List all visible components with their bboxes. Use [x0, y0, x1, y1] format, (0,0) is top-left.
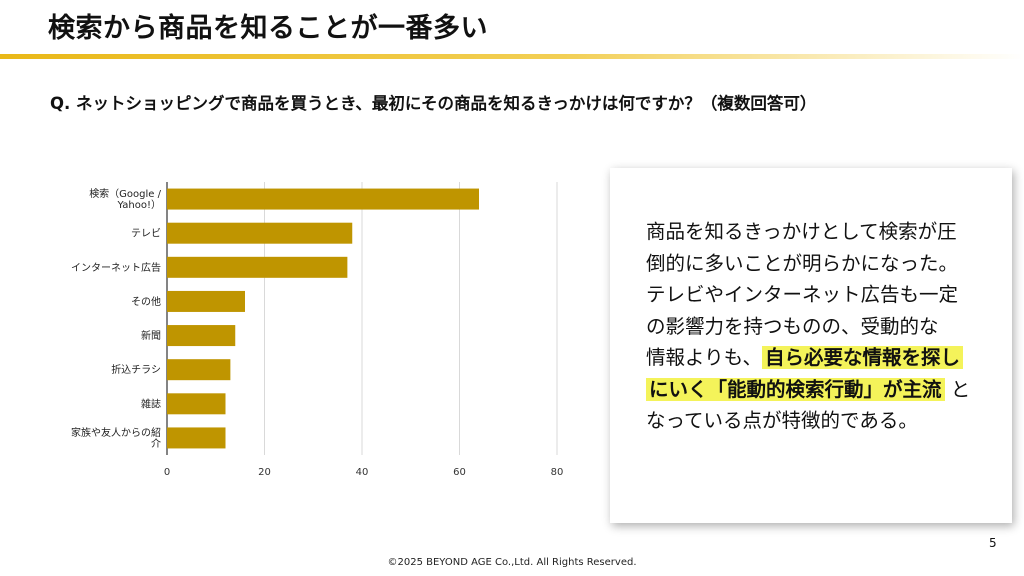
summary-line-6: と — [944, 377, 971, 401]
x-tick-label: 20 — [258, 467, 271, 478]
bar — [167, 290, 245, 312]
category-label-line: 新聞 — [141, 329, 161, 342]
category-label-line: Yahoo!） — [117, 199, 161, 211]
x-tick-label: 0 — [164, 467, 170, 478]
summary-line-1: 商品を知るきっかけとして検索が圧 — [646, 220, 957, 243]
summary-line-3: テレビやインターネット広告も一定 — [646, 283, 959, 306]
category-label: その他 — [131, 295, 161, 308]
bar — [167, 427, 226, 449]
category-label: 検索（Google / Yahoo!） — [89, 187, 161, 211]
summary-line-7: なっている点が特徴的である。 — [646, 409, 918, 432]
slide-title: 検索から商品を知ることが一番多い — [48, 13, 488, 44]
bar — [167, 188, 479, 210]
category-label-line: 家族や友人からの紹 — [71, 426, 161, 439]
category-label-line: 雑誌 — [141, 397, 161, 410]
category-label-line: テレビ — [131, 228, 161, 240]
title-underline-bar — [0, 54, 1024, 59]
summary-line-2: 倒的に多いことが明らかになった。 — [646, 251, 959, 275]
summary-line-4: の影響力を持つものの、受動的な — [646, 314, 939, 338]
category-label-line: その他 — [131, 295, 161, 308]
page-number: 5 — [989, 536, 997, 550]
x-tick-label: 80 — [551, 467, 564, 478]
summary-line-5: 情報よりも、 — [646, 346, 763, 369]
bar — [167, 222, 353, 244]
summary-text: 商品を知るきっかけとして検索が圧 倒的に多いことが明らかになった。 テレビやイン… — [646, 216, 986, 437]
bar — [167, 325, 236, 347]
category-label: 家族や友人からの紹介 — [71, 426, 161, 450]
category-label: インターネット広告 — [71, 261, 161, 274]
survey-question: Q. ネットショッピングで商品を買うとき、最初にその商品を知るきっかけは何ですか… — [50, 94, 817, 113]
category-label: テレビ — [131, 228, 161, 240]
bar — [167, 256, 348, 278]
summary-highlight-2: にいく「能動的検索行動」が主流 — [646, 377, 945, 401]
category-label: 雑誌 — [141, 397, 161, 410]
summary-card: 商品を知るきっかけとして検索が圧 倒的に多いことが明らかになった。 テレビやイン… — [610, 168, 1012, 523]
x-tick-label: 60 — [453, 467, 466, 478]
category-label-line: 介 — [151, 438, 161, 450]
bar — [167, 359, 231, 381]
bar-chart: 0 20 40 60 80 検索（Google / Yahoo!） テレビインターネット広告そ… — [71, 182, 564, 478]
category-label: 折込チラシ — [111, 363, 161, 376]
bar — [167, 393, 226, 415]
copyright-notice: ©2025 BEYOND AGE Co.,Ltd. All Rights Res… — [387, 557, 637, 568]
category-label-line: 折込チラシ — [111, 363, 161, 376]
category-label-line: 検索（Google / — [89, 187, 161, 200]
category-label: 新聞 — [141, 329, 161, 342]
category-label-line: インターネット広告 — [71, 261, 161, 274]
x-tick-label: 40 — [356, 467, 369, 478]
summary-highlight-1: 自ら必要な情報を探し — [762, 346, 964, 369]
